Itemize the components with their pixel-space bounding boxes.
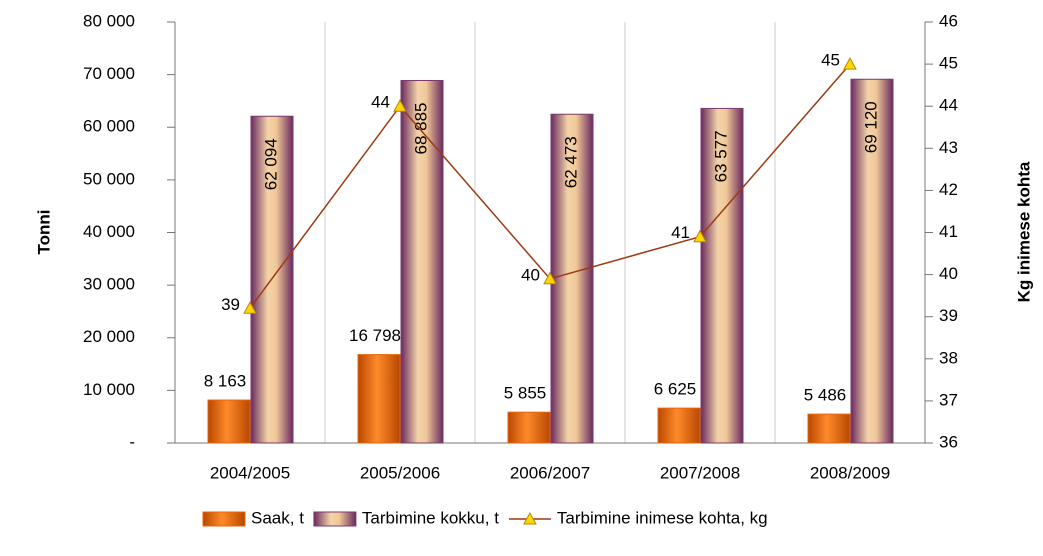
y2-tick-label: 40	[939, 264, 958, 283]
legend-marker	[523, 511, 537, 525]
y2-tick-label: 43	[939, 138, 958, 157]
bar-value-label: 62 094	[261, 138, 280, 190]
y2-tick-label: 44	[939, 96, 958, 115]
bar	[850, 78, 894, 444]
line-marker	[843, 57, 857, 70]
bar-value-label: 63 577	[711, 130, 730, 182]
y2-tick-label: 41	[939, 222, 958, 241]
line-marker	[243, 301, 257, 314]
y-tick-label: 60 000	[83, 117, 135, 136]
y-tick-label: 30 000	[83, 275, 135, 294]
bar-value-label: 6 625	[654, 380, 697, 399]
x-tick-label: 2005/2006	[360, 463, 440, 482]
bar	[700, 107, 744, 444]
bar-value-label: 5 486	[804, 386, 847, 405]
legend-swatch	[313, 511, 357, 527]
y-tick-label: 10 000	[83, 380, 135, 399]
y2-axis-title: Kg inimese kohta	[1014, 161, 1033, 302]
bar	[207, 399, 251, 444]
x-tick-label: 2004/2005	[210, 463, 290, 482]
line-marker	[543, 271, 557, 285]
legend-swatch	[202, 511, 246, 527]
y-tick-label: 50 000	[83, 169, 135, 188]
bar	[357, 354, 401, 444]
y2-tick-label: 37	[939, 390, 958, 409]
x-tick-label: 2007/2008	[660, 463, 740, 482]
y2-tick-label: 42	[939, 180, 958, 199]
line-value-label: 39	[221, 295, 240, 314]
line	[249, 63, 851, 309]
line-marker	[393, 99, 407, 112]
y-tick-label: 80 000	[83, 11, 135, 30]
bar-value-label: 8 163	[204, 372, 247, 391]
y-tick-label: 40 000	[83, 222, 135, 241]
y-axis-title: Tonni	[34, 210, 53, 255]
legend-label: Tarbimine inimese kohta, kg	[557, 508, 768, 527]
y-tick-label: 20 000	[83, 327, 135, 346]
y2-tick-label: 39	[939, 306, 958, 325]
legend-label: Saak, t	[251, 508, 304, 527]
line-value-label: 40	[521, 265, 540, 284]
line-value-label: 41	[671, 223, 690, 242]
y-tick-label: -	[129, 432, 135, 451]
legend-label: Tarbimine kokku, t	[362, 508, 499, 527]
bar-value-label: 69 120	[861, 101, 880, 153]
y2-tick-label: 46	[939, 11, 958, 30]
line-value-label: 45	[821, 51, 840, 70]
line-marker	[693, 229, 707, 243]
line-value-label: 44	[371, 93, 390, 112]
bar-value-label: 62 473	[561, 136, 580, 188]
bar-value-label: 5 855	[504, 384, 547, 403]
bar	[657, 407, 701, 444]
bar-value-label: 16 798	[349, 326, 401, 345]
bar-value-label: 68 885	[411, 102, 430, 154]
y2-tick-label: 45	[939, 54, 958, 73]
y-tick-label: 70 000	[83, 64, 135, 83]
bar	[507, 411, 551, 444]
bar	[807, 413, 851, 444]
y2-tick-label: 36	[939, 432, 958, 451]
bar	[400, 79, 444, 444]
x-tick-label: 2006/2007	[510, 463, 590, 482]
y2-tick-label: 38	[939, 348, 958, 367]
x-tick-label: 2008/2009	[810, 463, 890, 482]
